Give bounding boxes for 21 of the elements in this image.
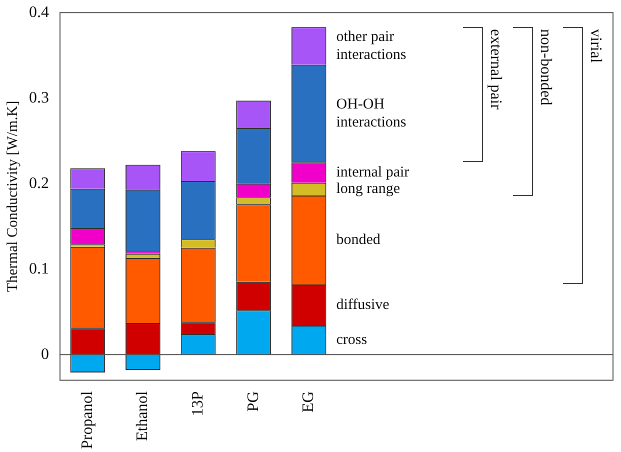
series-label: diffusive [336,296,390,313]
series-label: internal pair [336,164,410,180]
series-label: long range [336,181,400,198]
x-tick-label: Propanol [78,390,96,450]
y-tick-label: 0.4 [29,4,49,21]
y-tick-label: 0.2 [29,174,49,192]
y-axis-title: Thermal Conductivity [W/m.K] [4,100,21,292]
series-label: OH-OH interactions [336,96,406,130]
text: virial [586,29,604,63]
x-tick-label: Ethanol [134,390,152,441]
y-tick-label: 0.1 [29,260,49,278]
y-tick-label: 0.3 [29,89,49,106]
y-tick-label: 0 [41,346,49,363]
text: external pair [486,29,504,110]
x-tick-label: EG [300,390,318,413]
x-tick-label: PG [244,390,262,412]
series-label: cross [336,332,368,348]
series-label: bonded [336,232,381,248]
text: non-bonded [536,29,554,106]
x-tick-label: 13P [189,391,206,416]
series-label: other pair interactions [336,28,406,63]
